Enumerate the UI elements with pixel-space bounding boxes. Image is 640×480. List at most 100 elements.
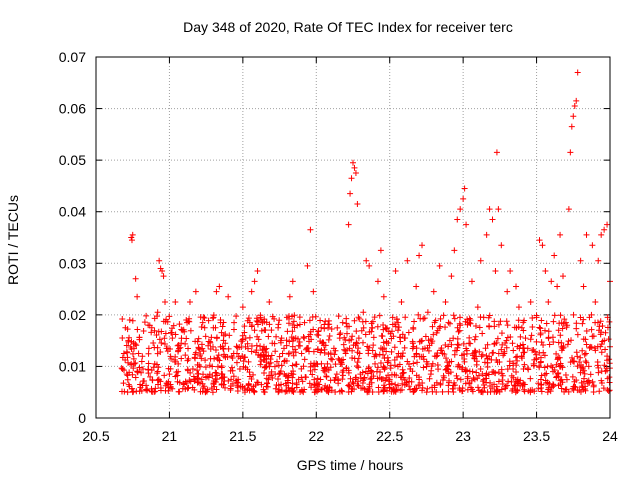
- data-point: [598, 231, 605, 238]
- data-point: [450, 312, 457, 319]
- data-point: [226, 332, 233, 339]
- data-point: [368, 328, 375, 335]
- data-point: [129, 231, 136, 238]
- data-point: [366, 381, 373, 388]
- data-point: [244, 386, 251, 393]
- data-point: [245, 345, 252, 352]
- data-point: [123, 371, 130, 378]
- data-point: [391, 344, 398, 351]
- data-point: [136, 334, 143, 341]
- data-point: [167, 365, 174, 372]
- data-point: [451, 315, 458, 322]
- data-point: [386, 376, 393, 383]
- data-point: [464, 375, 471, 382]
- data-point: [261, 316, 268, 323]
- data-point: [573, 325, 580, 332]
- data-point: [456, 320, 463, 327]
- data-point: [425, 347, 432, 354]
- data-point: [387, 365, 394, 372]
- data-point: [521, 381, 528, 388]
- data-point: [579, 347, 586, 354]
- data-point: [244, 317, 251, 324]
- data-point: [495, 378, 502, 385]
- data-point: [527, 298, 534, 305]
- data-point: [396, 334, 403, 341]
- data-point: [595, 369, 602, 376]
- data-point: [374, 375, 381, 382]
- data-point: [154, 350, 161, 357]
- data-point: [355, 364, 362, 371]
- data-point: [404, 358, 411, 365]
- data-point: [289, 374, 296, 381]
- data-point: [276, 386, 283, 393]
- data-point: [202, 364, 209, 371]
- data-point: [295, 376, 302, 383]
- data-point: [220, 345, 227, 352]
- data-point: [389, 321, 396, 328]
- data-point: [558, 376, 565, 383]
- data-point: [275, 375, 282, 382]
- data-point: [296, 321, 303, 328]
- data-point: [289, 380, 296, 387]
- data-point: [395, 324, 402, 331]
- data-point: [577, 354, 584, 361]
- data-point: [160, 273, 167, 280]
- data-point: [605, 336, 612, 343]
- data-point: [238, 337, 245, 344]
- data-point: [533, 356, 540, 363]
- data-point: [315, 328, 322, 335]
- data-point: [463, 221, 470, 228]
- data-point: [285, 384, 292, 391]
- data-point: [482, 345, 489, 352]
- data-point: [318, 386, 325, 393]
- data-point: [444, 359, 451, 366]
- data-point: [349, 333, 356, 340]
- data-point: [253, 315, 260, 322]
- data-point: [126, 317, 133, 324]
- data-point: [475, 384, 482, 391]
- data-point: [594, 362, 601, 369]
- data-point: [150, 340, 157, 347]
- data-point: [419, 387, 426, 394]
- data-point: [445, 319, 452, 326]
- data-point: [335, 313, 342, 320]
- data-point: [538, 381, 545, 388]
- data-point: [578, 364, 585, 371]
- data-point: [157, 265, 164, 272]
- data-point: [521, 388, 528, 395]
- data-point: [372, 360, 379, 367]
- data-point: [210, 380, 217, 387]
- data-point: [139, 366, 146, 373]
- data-point: [605, 387, 612, 394]
- data-point: [512, 354, 519, 361]
- data-point: [407, 366, 414, 373]
- data-point: [513, 283, 520, 290]
- data-point: [343, 364, 350, 371]
- data-point: [154, 313, 161, 320]
- data-point: [241, 389, 248, 396]
- data-point: [351, 355, 358, 362]
- data-point: [550, 318, 557, 325]
- data-point: [433, 329, 440, 336]
- data-point: [208, 385, 215, 392]
- data-point: [555, 327, 562, 334]
- data-point: [439, 350, 446, 357]
- data-point: [497, 318, 504, 325]
- data-point: [133, 342, 140, 349]
- data-point: [410, 324, 417, 331]
- data-point: [285, 320, 292, 327]
- data-point: [545, 384, 552, 391]
- data-point: [300, 363, 307, 370]
- data-point: [345, 389, 352, 396]
- data-point: [212, 347, 219, 354]
- data-point: [237, 383, 244, 390]
- data-point: [186, 315, 193, 322]
- data-point: [332, 361, 339, 368]
- data-point: [323, 373, 330, 380]
- data-point: [388, 335, 395, 342]
- data-point: [581, 370, 588, 377]
- data-point: [569, 373, 576, 380]
- data-point: [380, 339, 387, 346]
- data-point: [457, 376, 464, 383]
- data-point: [537, 376, 544, 383]
